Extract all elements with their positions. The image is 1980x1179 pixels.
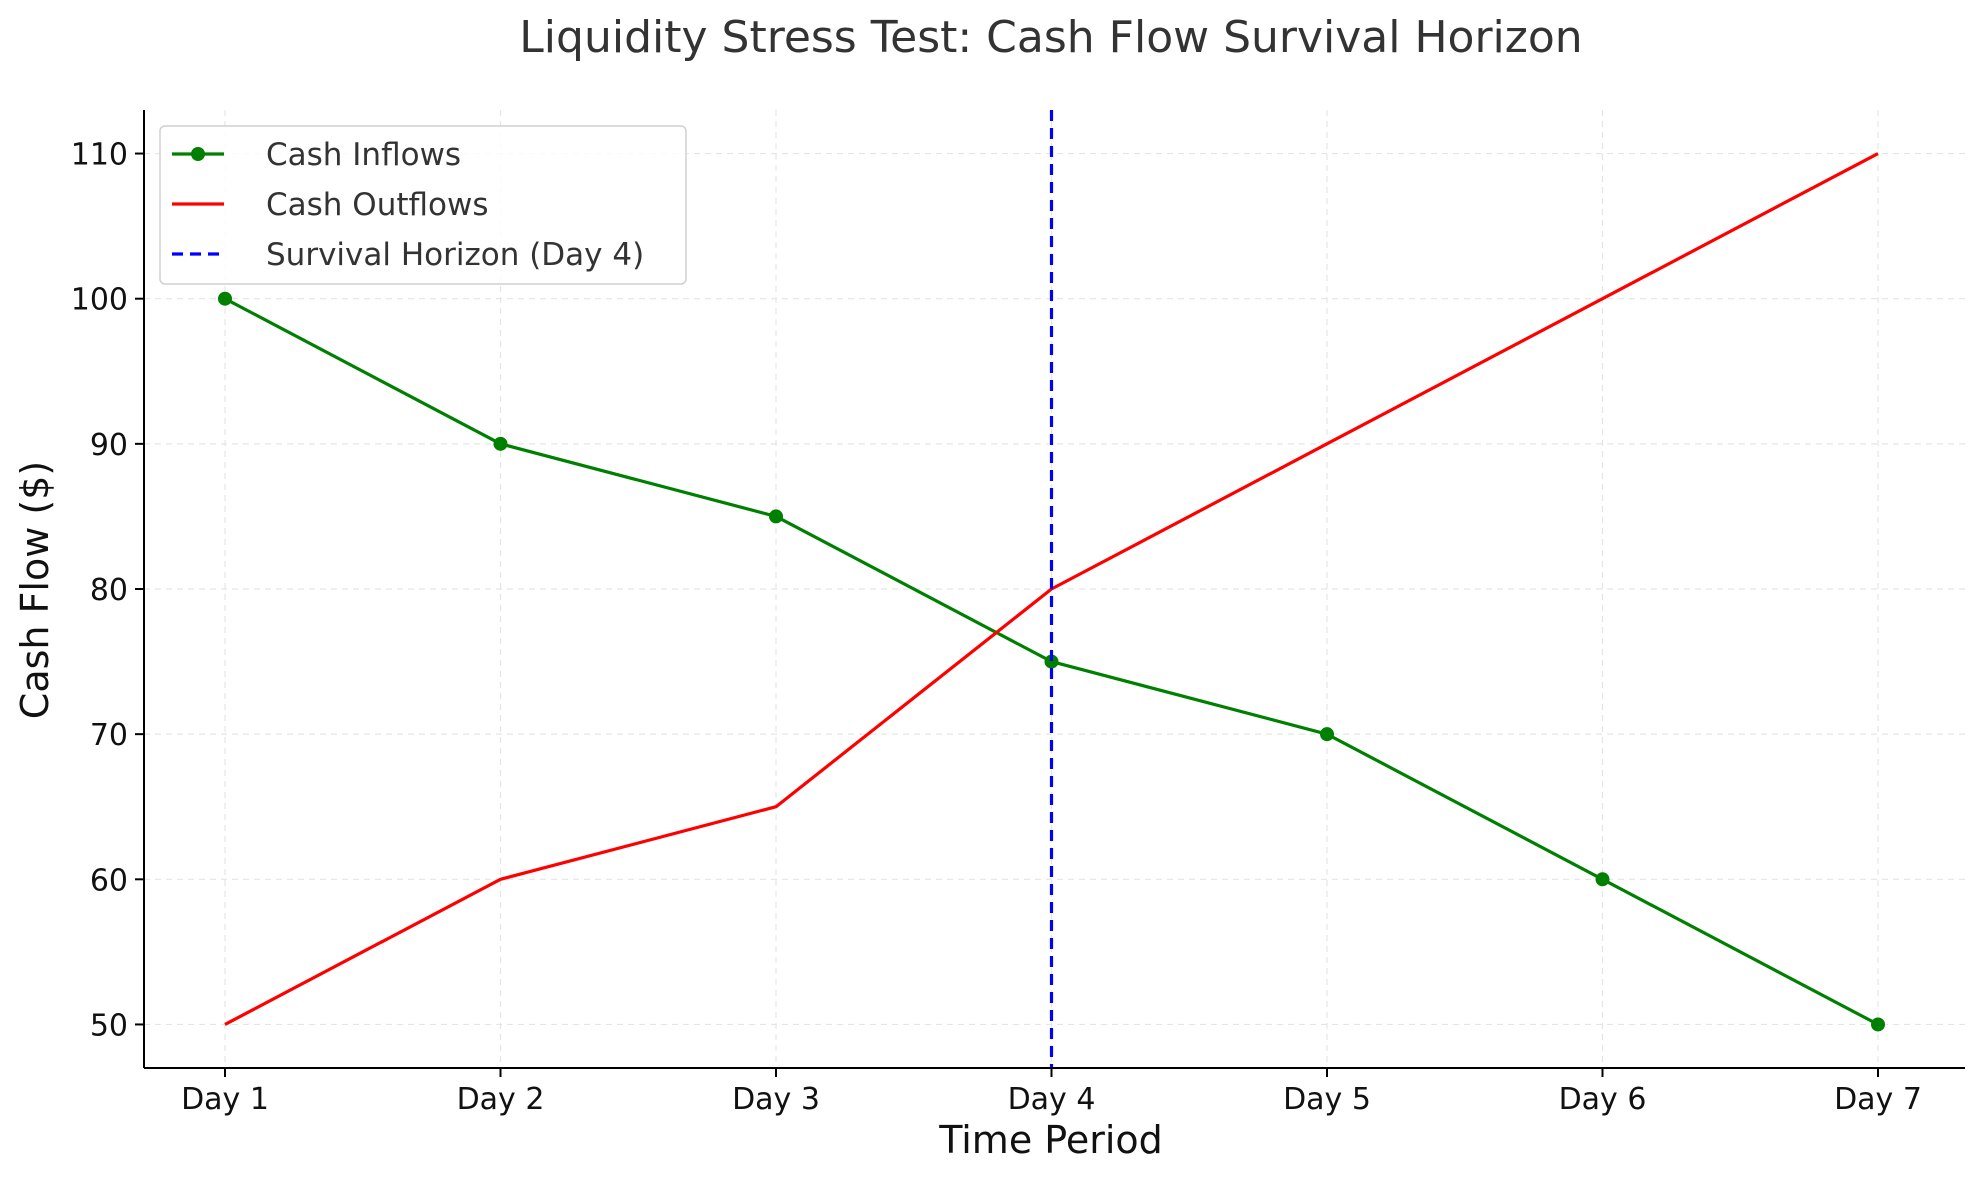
- y-tick-label: 50: [90, 1008, 128, 1043]
- data-point: [769, 509, 783, 524]
- x-axis-label: Time Period: [938, 1118, 1163, 1162]
- axes: Day 1 Day 2 Day 3 Day 4 Day 5 Day 6 Day 7 50 60 7…: [71, 110, 1965, 1117]
- y-axis-label: Cash Flow ($): [13, 461, 57, 719]
- legend-box: [159, 125, 687, 285]
- data-point: [218, 291, 232, 306]
- y-tick-label: 60: [90, 863, 128, 898]
- y-tick-label: 110: [71, 138, 128, 173]
- x-tick-label: Day 4: [1008, 1082, 1096, 1117]
- legend-label-3: Survival Horizon (Day 4): [266, 237, 644, 273]
- chart-title: Liquidity Stress Test: Cash Flow Surviva…: [519, 12, 1582, 63]
- y-tick-label: 100: [71, 283, 128, 318]
- x-tick-label: Day 5: [1283, 1082, 1371, 1117]
- x-tick-label: Day 1: [181, 1082, 269, 1117]
- legend-label-1: Cash Inflows: [266, 137, 461, 173]
- data-point: [493, 436, 508, 451]
- legend-label-2: Cash Outflows: [266, 187, 489, 223]
- data-point: [1871, 1017, 1885, 1032]
- y-tick-label: 80: [90, 573, 128, 608]
- x-tick-label: Day 7: [1834, 1082, 1922, 1117]
- y-tick-label: 70: [90, 718, 128, 753]
- data-point: [1595, 872, 1610, 887]
- y-tick-label: 90: [90, 428, 128, 463]
- series-layer: [218, 110, 1885, 1068]
- legend: Cash Inflows Cash Outflows Survival Horizo…: [159, 125, 687, 285]
- data-point: [1044, 654, 1059, 669]
- data-point: [1320, 727, 1334, 742]
- x-tick-label: Day 3: [732, 1082, 820, 1117]
- x-tick-label: Day 2: [457, 1082, 545, 1117]
- legend-marker: [191, 147, 205, 161]
- x-tick-label: Day 6: [1559, 1082, 1647, 1117]
